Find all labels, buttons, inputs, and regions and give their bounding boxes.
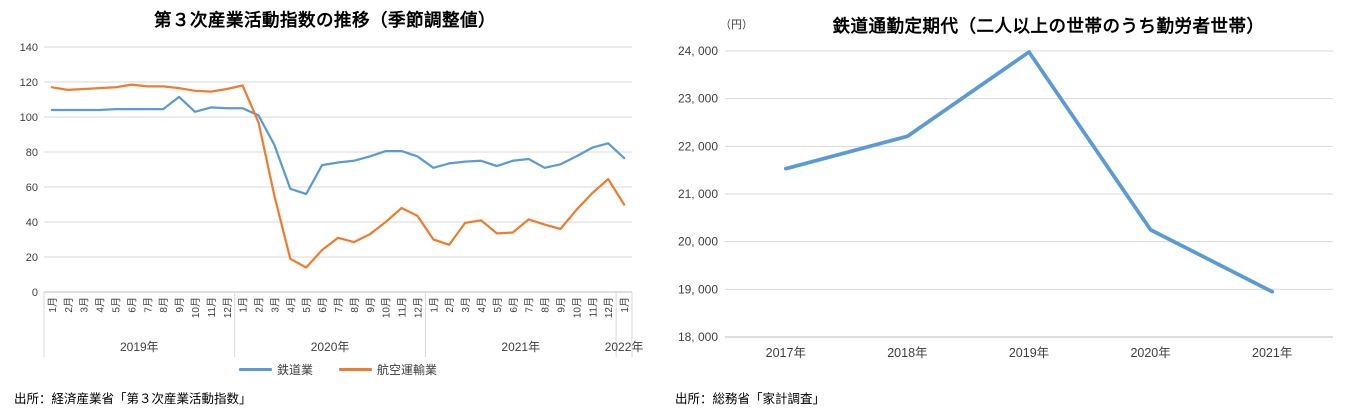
month-tick-label: 7月	[524, 297, 536, 313]
month-tick-label: 2月	[63, 297, 75, 313]
month-tick-label: 12月	[412, 297, 424, 318]
month-tick-label: 9月	[365, 297, 377, 313]
x-axis-tick-label: 2020年	[1130, 346, 1170, 360]
month-tick-label: 2月	[444, 297, 456, 313]
month-tick-label: 5月	[111, 297, 123, 313]
legend-swatch-air-transport	[339, 368, 372, 371]
month-tick-label: 9月	[555, 297, 567, 313]
series-line-0	[50, 95, 626, 196]
x-axis-tick-label: 2017年	[766, 346, 806, 360]
y-axis-tick-label: 40	[26, 217, 38, 229]
commuter-pass-line-chart: 18, 000 19, 000 20, 000 21, 000 22, 000 23, 0…	[678, 44, 1333, 360]
chart-title-commuter-pass: 鉄道通勤定期代（二人以上の世帯のうち勤労者世帯）	[832, 16, 1265, 36]
month-tick-label: 1月	[619, 297, 631, 313]
y-axis-tick-label: 23, 000	[678, 92, 718, 106]
month-tick-label: 4月	[285, 297, 297, 313]
legend-item-railway: 鉄道業	[238, 361, 313, 378]
month-tick-label: 8月	[540, 297, 552, 313]
month-tick-label: 3月	[79, 297, 91, 313]
y-axis-tick-label: 60	[26, 182, 38, 194]
month-tick-label: 8月	[158, 297, 170, 313]
y-axis-tick-label: 21, 000	[678, 187, 718, 201]
month-tick-label: 3月	[460, 297, 472, 313]
series-line-0	[783, 50, 1275, 294]
x-axis-labels: 2017年 2018年 2019年 2020年 2021年	[766, 346, 1293, 360]
month-tick-label: 10月	[381, 297, 393, 318]
legend-label-railway: 鉄道業	[276, 363, 313, 377]
month-tick-label: 1月	[428, 297, 440, 313]
year-group-labels: 2019年 2020年 2021年 2022年	[43, 292, 644, 357]
y-axis-tick-label: 20, 000	[678, 235, 718, 249]
source-note-meti: 出所：経済産業省「第３次産業活動指数」	[14, 392, 252, 406]
month-tick-label: 12月	[222, 297, 234, 318]
month-tick-label: 9月	[174, 297, 186, 313]
chart-legend: 鉄道業 航空運輸業	[44, 361, 632, 378]
y-axis-tick-label: 22, 000	[678, 139, 718, 153]
month-tick-label: 5月	[492, 297, 504, 313]
y-axis-labels: 0 20 40 60 80 100 120 140	[20, 42, 38, 299]
month-tick-label: 12月	[603, 297, 615, 318]
month-tick-label: 7月	[333, 297, 345, 313]
month-tick-label: 8月	[349, 297, 361, 313]
y-axis-tick-label: 20	[26, 252, 38, 264]
series-line-1	[50, 83, 626, 269]
y-axis-tick-label: 19, 000	[678, 282, 718, 296]
chart-title-tertiary-industry: 第３次産業活動指数の推移（季節調整値）	[154, 10, 496, 30]
y-axis-labels: 18, 000 19, 000 20, 000 21, 000 22, 000 23, 0…	[678, 44, 718, 344]
y-axis-tick-label: 18, 000	[678, 330, 718, 344]
figure-tertiary-industry-index: 第３次産業活動指数の推移（季節調整値） 0 20 40 60 80 100 120 140 1月…	[0, 0, 660, 418]
y-axis-unit-label: （円）	[720, 19, 753, 31]
source-note-soumu: 出所：総務省「家計調査」	[675, 392, 826, 406]
year-label: 2020年	[311, 340, 350, 354]
y-axis-tick-label: 100	[20, 112, 38, 124]
month-tick-label: 10月	[571, 297, 583, 318]
year-label: 2021年	[501, 340, 540, 354]
x-axis-tick-label: 2019年	[1009, 346, 1049, 360]
year-label: 2022年	[605, 340, 644, 354]
year-label: 2019年	[120, 340, 159, 354]
y-axis-tick-label: 80	[26, 147, 38, 159]
month-tick-label: 4月	[476, 297, 488, 313]
legend-swatch-railway	[238, 368, 272, 371]
month-tick-label: 1月	[238, 297, 250, 313]
x-axis-tick-label: 2018年	[887, 346, 927, 360]
figure-rail-commuter-pass-cost: （円） 鉄道通勤定期代（二人以上の世帯のうち勤労者世帯） 18, 000 19, …	[660, 0, 1357, 418]
month-tick-label: 11月	[206, 297, 218, 317]
y-axis-tick-label: 120	[20, 77, 38, 89]
y-axis-tick-label: 140	[20, 42, 38, 54]
legend-label-air-transport: 航空運輸業	[377, 363, 438, 377]
month-tick-label: 6月	[317, 297, 329, 313]
month-tick-label: 11月	[587, 297, 599, 317]
month-tick-label: 6月	[126, 297, 138, 313]
month-tick-label: 11月	[397, 297, 409, 317]
month-tick-label: 7月	[142, 297, 154, 313]
y-axis-tick-label: 0	[32, 287, 38, 299]
month-tick-label: 10月	[190, 297, 202, 318]
month-tick-label: 1月	[47, 297, 59, 313]
month-tick-label: 3月	[269, 297, 281, 313]
month-tick-label: 5月	[301, 297, 313, 313]
month-tick-label: 2月	[254, 297, 266, 313]
month-tick-label: 6月	[508, 297, 520, 313]
month-tick-label: 4月	[95, 297, 107, 313]
y-axis-tick-label: 24, 000	[678, 44, 718, 58]
month-axis-labels: 1月 2月 3月 4月 5月 6月 7月 8月 9月 10月 11月 12月 1月 2月 3月 4月 5月 6月 7…	[47, 297, 631, 318]
x-axis-tick-label: 2021年	[1252, 346, 1292, 360]
gridlines	[725, 50, 1333, 338]
legend-item-air-transport: 航空運輸業	[339, 361, 437, 378]
